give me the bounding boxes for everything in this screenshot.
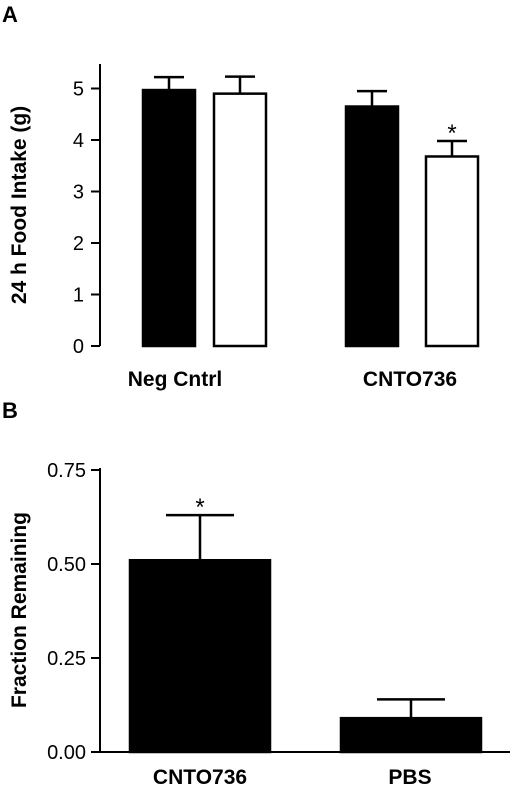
bar (128, 558, 272, 754)
y-tick-label: 1 (73, 285, 84, 307)
bar (212, 92, 268, 348)
panel-b-letter: B (2, 398, 18, 423)
category-label: CNTO736 (153, 766, 247, 789)
category-label: CNTO736 (363, 368, 457, 391)
panel-a-chart: 0 1 2 3 4 5 24 h Food Intake (g) Neg Cntrl CNTO7… (8, 64, 480, 391)
panel-a-letter: A (2, 2, 18, 27)
bar (424, 155, 480, 348)
y-axis-title: 24 h Food Intake (g) (8, 106, 31, 304)
category-label: PBS (388, 766, 431, 789)
bar (141, 88, 197, 348)
y-tick-label: 0 (73, 336, 84, 358)
y-tick-label: 0.25 (47, 648, 86, 670)
significance-marker: * (447, 120, 456, 147)
y-tick-label: 5 (73, 79, 84, 101)
y-tick-label: 2 (73, 233, 84, 255)
y-tick-label: 4 (73, 130, 84, 152)
y-tick-label: 0.75 (47, 460, 86, 482)
y-tick-label: 0.00 (47, 742, 86, 764)
bar (339, 716, 483, 754)
panel-b-chart: 0.00 0.25 0.50 0.75 Fraction Remaining CNTO73… (8, 460, 510, 789)
bar (344, 105, 400, 348)
significance-marker: * (195, 494, 204, 521)
y-tick-label: 3 (73, 182, 84, 204)
y-axis-title: Fraction Remaining (8, 512, 31, 708)
y-tick-label: 0.50 (47, 554, 86, 576)
category-label: Neg Cntrl (128, 368, 223, 391)
